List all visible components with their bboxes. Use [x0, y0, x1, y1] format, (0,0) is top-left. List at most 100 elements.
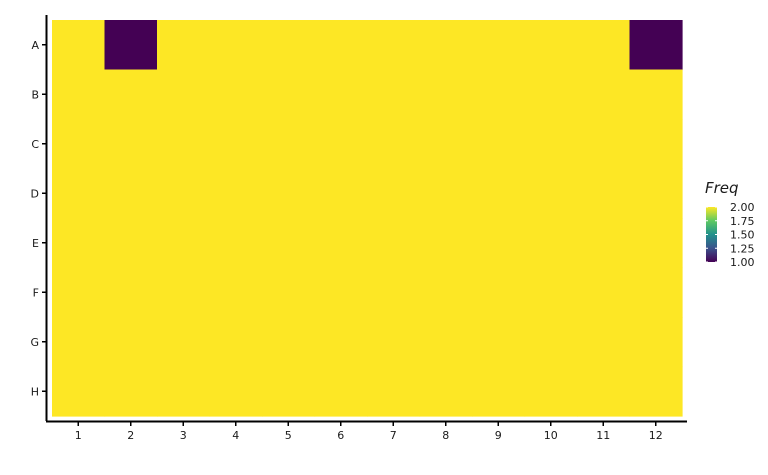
x-tick-label-9: 9 [495, 429, 502, 442]
heatmap-cell-F-4 [209, 267, 263, 318]
y-tick-label-D: D [31, 187, 39, 200]
heatmap-cell-E-6 [314, 218, 368, 269]
heatmap-cell-A-2 [104, 20, 158, 71]
legend-colorbar [706, 207, 717, 262]
heatmap-cell-E-1 [52, 218, 106, 269]
heatmap-cell-F-3 [157, 267, 211, 318]
heatmap-cell-H-9 [472, 366, 526, 417]
heatmap-cell-A-5 [262, 20, 316, 71]
heatmap-cell-A-12 [629, 20, 683, 71]
heatmap-cell-F-2 [104, 267, 158, 318]
heatmap-cell-B-4 [209, 69, 263, 120]
heatmap-cell-F-7 [367, 267, 421, 318]
heatmap-cell-E-2 [104, 218, 158, 269]
heatmap-cell-C-6 [314, 119, 368, 170]
heatmap-cell-C-3 [157, 119, 211, 170]
heatmap-cell-A-4 [209, 20, 263, 71]
heatmap-cell-G-11 [577, 317, 631, 368]
heatmap-cell-H-7 [367, 366, 421, 417]
x-tick-label-3: 3 [180, 429, 187, 442]
heatmap-cell-G-5 [262, 317, 316, 368]
heatmap-cell-A-9 [472, 20, 526, 71]
heatmap-cell-A-8 [419, 20, 473, 71]
heatmap-cell-F-12 [629, 267, 683, 318]
heatmap-cell-F-1 [52, 267, 106, 318]
heatmap-cell-E-10 [524, 218, 578, 269]
heatmap-cell-H-2 [104, 366, 158, 417]
heatmap-cell-H-1 [52, 366, 106, 417]
x-tick-label-4: 4 [232, 429, 239, 442]
heatmap-cell-C-7 [367, 119, 421, 170]
heatmap-cell-B-3 [157, 69, 211, 120]
x-tick-label-12: 12 [649, 429, 663, 442]
heatmap-cells [52, 20, 683, 417]
heatmap-cell-D-7 [367, 168, 421, 219]
x-axis-ticks: 1 2 3 4 5 6 7 8 9 10 11 12 [75, 422, 663, 442]
y-tick-label-C: C [31, 138, 39, 151]
heatmap-cell-G-4 [209, 317, 263, 368]
heatmap-cell-E-3 [157, 218, 211, 269]
heatmap-cell-H-5 [262, 366, 316, 417]
heatmap-cell-E-9 [472, 218, 526, 269]
heatmap-cell-F-9 [472, 267, 526, 318]
x-tick-label-1: 1 [75, 429, 82, 442]
x-tick-label-10: 10 [544, 429, 558, 442]
legend-title: Freq [705, 179, 739, 197]
x-tick-label-2: 2 [127, 429, 134, 442]
y-tick-label-H: H [31, 385, 39, 398]
heatmap-cell-B-10 [524, 69, 578, 120]
heatmap-cell-C-11 [577, 119, 631, 170]
y-tick-label-B: B [31, 88, 39, 101]
heatmap-cell-D-6 [314, 168, 368, 219]
heatmap-cell-C-10 [524, 119, 578, 170]
heatmap-cell-C-4 [209, 119, 263, 170]
heatmap-cell-C-5 [262, 119, 316, 170]
heatmap-cell-B-7 [367, 69, 421, 120]
heatmap-cell-D-4 [209, 168, 263, 219]
heatmap-cell-H-8 [419, 366, 473, 417]
legend: Freq 2.001.751.501.251.00 [705, 179, 755, 269]
heatmap-cell-D-3 [157, 168, 211, 219]
heatmap-cell-A-3 [157, 20, 211, 71]
y-tick-label-G: G [30, 336, 39, 349]
heatmap-cell-G-2 [104, 317, 158, 368]
heatmap-cell-A-7 [367, 20, 421, 71]
heatmap-cell-C-9 [472, 119, 526, 170]
legend-label-1.00: 1.00 [730, 256, 755, 269]
heatmap-cell-G-12 [629, 317, 683, 368]
heatmap-cell-D-8 [419, 168, 473, 219]
heatmap-cell-C-8 [419, 119, 473, 170]
heatmap-cell-C-2 [104, 119, 158, 170]
heatmap-cell-B-6 [314, 69, 368, 120]
legend-label-1.75: 1.75 [730, 215, 755, 228]
heatmap-cell-H-6 [314, 366, 368, 417]
legend-ticks: 2.001.751.501.251.00 [706, 201, 755, 269]
heatmap-cell-B-5 [262, 69, 316, 120]
heatmap-cell-D-12 [629, 168, 683, 219]
heatmap-cell-G-3 [157, 317, 211, 368]
x-tick-label-5: 5 [285, 429, 292, 442]
heatmap-cell-G-8 [419, 317, 473, 368]
heatmap-cell-E-12 [629, 218, 683, 269]
heatmap-cell-B-8 [419, 69, 473, 120]
x-tick-label-11: 11 [596, 429, 610, 442]
heatmap-cell-B-12 [629, 69, 683, 120]
heatmap-cell-A-11 [577, 20, 631, 71]
legend-label-1.50: 1.50 [730, 229, 755, 242]
heatmap-cell-E-8 [419, 218, 473, 269]
heatmap-cell-F-11 [577, 267, 631, 318]
heatmap-cell-B-9 [472, 69, 526, 120]
heatmap-cell-C-1 [52, 119, 106, 170]
heatmap-cell-G-6 [314, 317, 368, 368]
y-axis-ticks: A B C D E F G H [30, 39, 46, 398]
heatmap-cell-F-10 [524, 267, 578, 318]
heatmap-cell-G-10 [524, 317, 578, 368]
heatmap-cell-D-9 [472, 168, 526, 219]
legend-label-1.25: 1.25 [730, 242, 755, 255]
x-tick-label-8: 8 [442, 429, 449, 442]
heatmap-cell-D-1 [52, 168, 106, 219]
y-tick-label-F: F [33, 286, 39, 299]
heatmap-cell-E-4 [209, 218, 263, 269]
y-tick-label-E: E [32, 237, 39, 250]
